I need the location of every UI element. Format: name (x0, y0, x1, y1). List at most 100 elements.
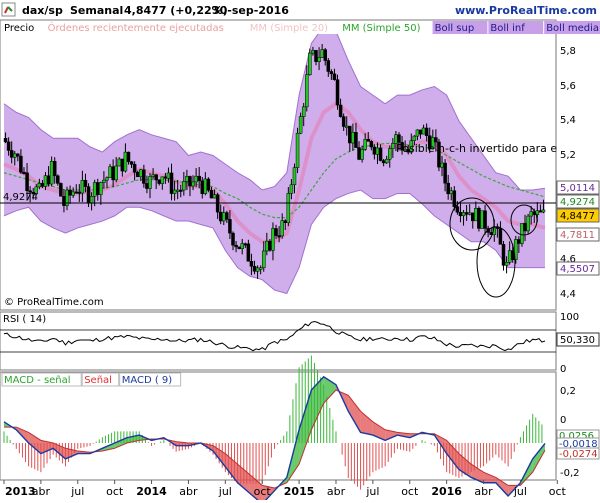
candle-body-68[interactable] (212, 194, 217, 199)
legend-box-4[interactable] (432, 21, 488, 34)
candle-body-164[interactable] (507, 250, 512, 263)
candle-body-96[interactable] (298, 116, 303, 134)
candle-body-110[interactable] (341, 116, 346, 127)
candle-body-94[interactable] (292, 167, 297, 186)
candle-body-84[interactable] (261, 250, 266, 269)
candle-body-29[interactable] (92, 182, 97, 197)
candle-body-115[interactable] (357, 147, 361, 160)
candle-body-5[interactable] (19, 155, 23, 173)
annotation-text[interactable]: Posible h-c-h invertido para e (396, 142, 557, 155)
legend-item-3[interactable]: MM (Simple 50) (342, 23, 420, 34)
candle-body-4[interactable] (16, 153, 20, 157)
candle-body-34[interactable] (108, 166, 112, 178)
candle-body-73[interactable] (228, 219, 232, 234)
legend-item-5[interactable]: Boll inf (490, 23, 525, 34)
candle-body-146[interactable] (452, 190, 457, 207)
candle-body-129[interactable] (400, 142, 404, 151)
candle-body-15[interactable] (49, 161, 54, 185)
candle-body-44[interactable] (139, 169, 143, 178)
candle-body-24[interactable] (77, 191, 82, 194)
legend-box-3[interactable] (340, 21, 432, 34)
candle-body-27[interactable] (86, 186, 91, 204)
candle-body-23[interactable] (74, 191, 78, 194)
candle-body-28[interactable] (89, 196, 94, 204)
candle-body-64[interactable] (200, 180, 205, 194)
candle-body-83[interactable] (258, 267, 263, 270)
bollinger-upper-line[interactable] (3, 25, 546, 191)
candle-body-136[interactable] (421, 127, 426, 135)
candle-body-128[interactable] (397, 134, 401, 143)
candle-body-10[interactable] (34, 186, 39, 195)
legend-box-5[interactable] (488, 21, 544, 34)
candle-body-126[interactable] (391, 143, 395, 149)
candle-body-3[interactable] (13, 153, 17, 158)
candle-body-114[interactable] (354, 132, 358, 148)
candle-body-124[interactable] (384, 158, 389, 164)
candle-body-150[interactable] (464, 212, 469, 215)
candle-body-161[interactable] (498, 228, 503, 245)
candle-body-0[interactable] (3, 138, 8, 143)
candle-body-154[interactable] (477, 207, 481, 229)
candle-body-66[interactable] (206, 178, 211, 191)
candle-body-8[interactable] (28, 190, 32, 193)
candle-body-59[interactable] (185, 176, 189, 182)
candle-body-48[interactable] (151, 174, 155, 177)
candle-body-133[interactable] (412, 135, 417, 141)
candle-body-140[interactable] (434, 137, 438, 143)
candle-body-76[interactable] (237, 246, 241, 249)
macd-legend-box-0[interactable] (1, 372, 82, 387)
candle-body-162[interactable] (501, 244, 506, 266)
candle-body-98[interactable] (305, 74, 309, 108)
legend-item-4[interactable]: Boll sup (435, 23, 475, 34)
candle-body-43[interactable] (135, 172, 140, 178)
candle-body-135[interactable] (418, 129, 423, 135)
candle-body-104[interactable] (323, 49, 327, 61)
candle-body-52[interactable] (163, 176, 168, 179)
candle-body-71[interactable] (222, 212, 226, 222)
candle-body-106[interactable] (329, 71, 334, 75)
candle-body-170[interactable] (526, 215, 530, 232)
candle-body-169[interactable] (523, 223, 527, 232)
candle-body-92[interactable] (286, 193, 291, 223)
candle-body-144[interactable] (446, 182, 450, 195)
legend-item-6[interactable]: Boll media ( 20 2) (546, 23, 600, 34)
candle-body-99[interactable] (308, 52, 312, 76)
macd-legend-box-2[interactable] (119, 372, 182, 387)
candle-body-93[interactable] (289, 184, 294, 194)
candle-body-37[interactable] (117, 158, 122, 167)
candle-body-111[interactable] (344, 125, 349, 128)
candle-body-19[interactable] (62, 195, 66, 206)
candle-body-11[interactable] (37, 183, 42, 188)
candle-body-88[interactable] (274, 228, 278, 236)
candle-body-168[interactable] (520, 223, 524, 244)
candle-body-134[interactable] (415, 129, 420, 137)
annotation-circle-head[interactable] (476, 226, 516, 298)
candle-body-40[interactable] (126, 151, 131, 162)
candle-body-61[interactable] (191, 181, 195, 187)
candle-body-2[interactable] (9, 150, 14, 158)
candle-body-53[interactable] (166, 172, 171, 179)
candle-body-103[interactable] (320, 49, 324, 58)
candle-body-107[interactable] (332, 73, 337, 80)
candle-body-38[interactable] (120, 158, 125, 172)
candle-body-118[interactable] (366, 139, 371, 142)
candle-body-63[interactable] (197, 175, 201, 182)
macd-line[interactable] (3, 375, 546, 503)
candle-body-163[interactable] (504, 262, 509, 266)
candle-body-49[interactable] (154, 174, 158, 181)
candle-body-47[interactable] (148, 176, 152, 189)
candle-body-89[interactable] (277, 235, 281, 238)
candle-body-75[interactable] (234, 244, 238, 248)
candle-body-97[interactable] (301, 106, 306, 117)
candle-body-41[interactable] (129, 161, 134, 165)
candle-body-77[interactable] (240, 243, 244, 249)
candle-body-125[interactable] (388, 148, 392, 160)
candle-body-45[interactable] (142, 169, 146, 184)
candle-body-67[interactable] (209, 189, 214, 199)
candle-body-143[interactable] (443, 162, 447, 184)
candle-body-57[interactable] (178, 189, 183, 192)
candle-body-60[interactable] (188, 176, 192, 187)
candle-body-85[interactable] (265, 240, 269, 252)
candle-body-20[interactable] (65, 189, 69, 206)
candle-body-142[interactable] (440, 162, 444, 168)
